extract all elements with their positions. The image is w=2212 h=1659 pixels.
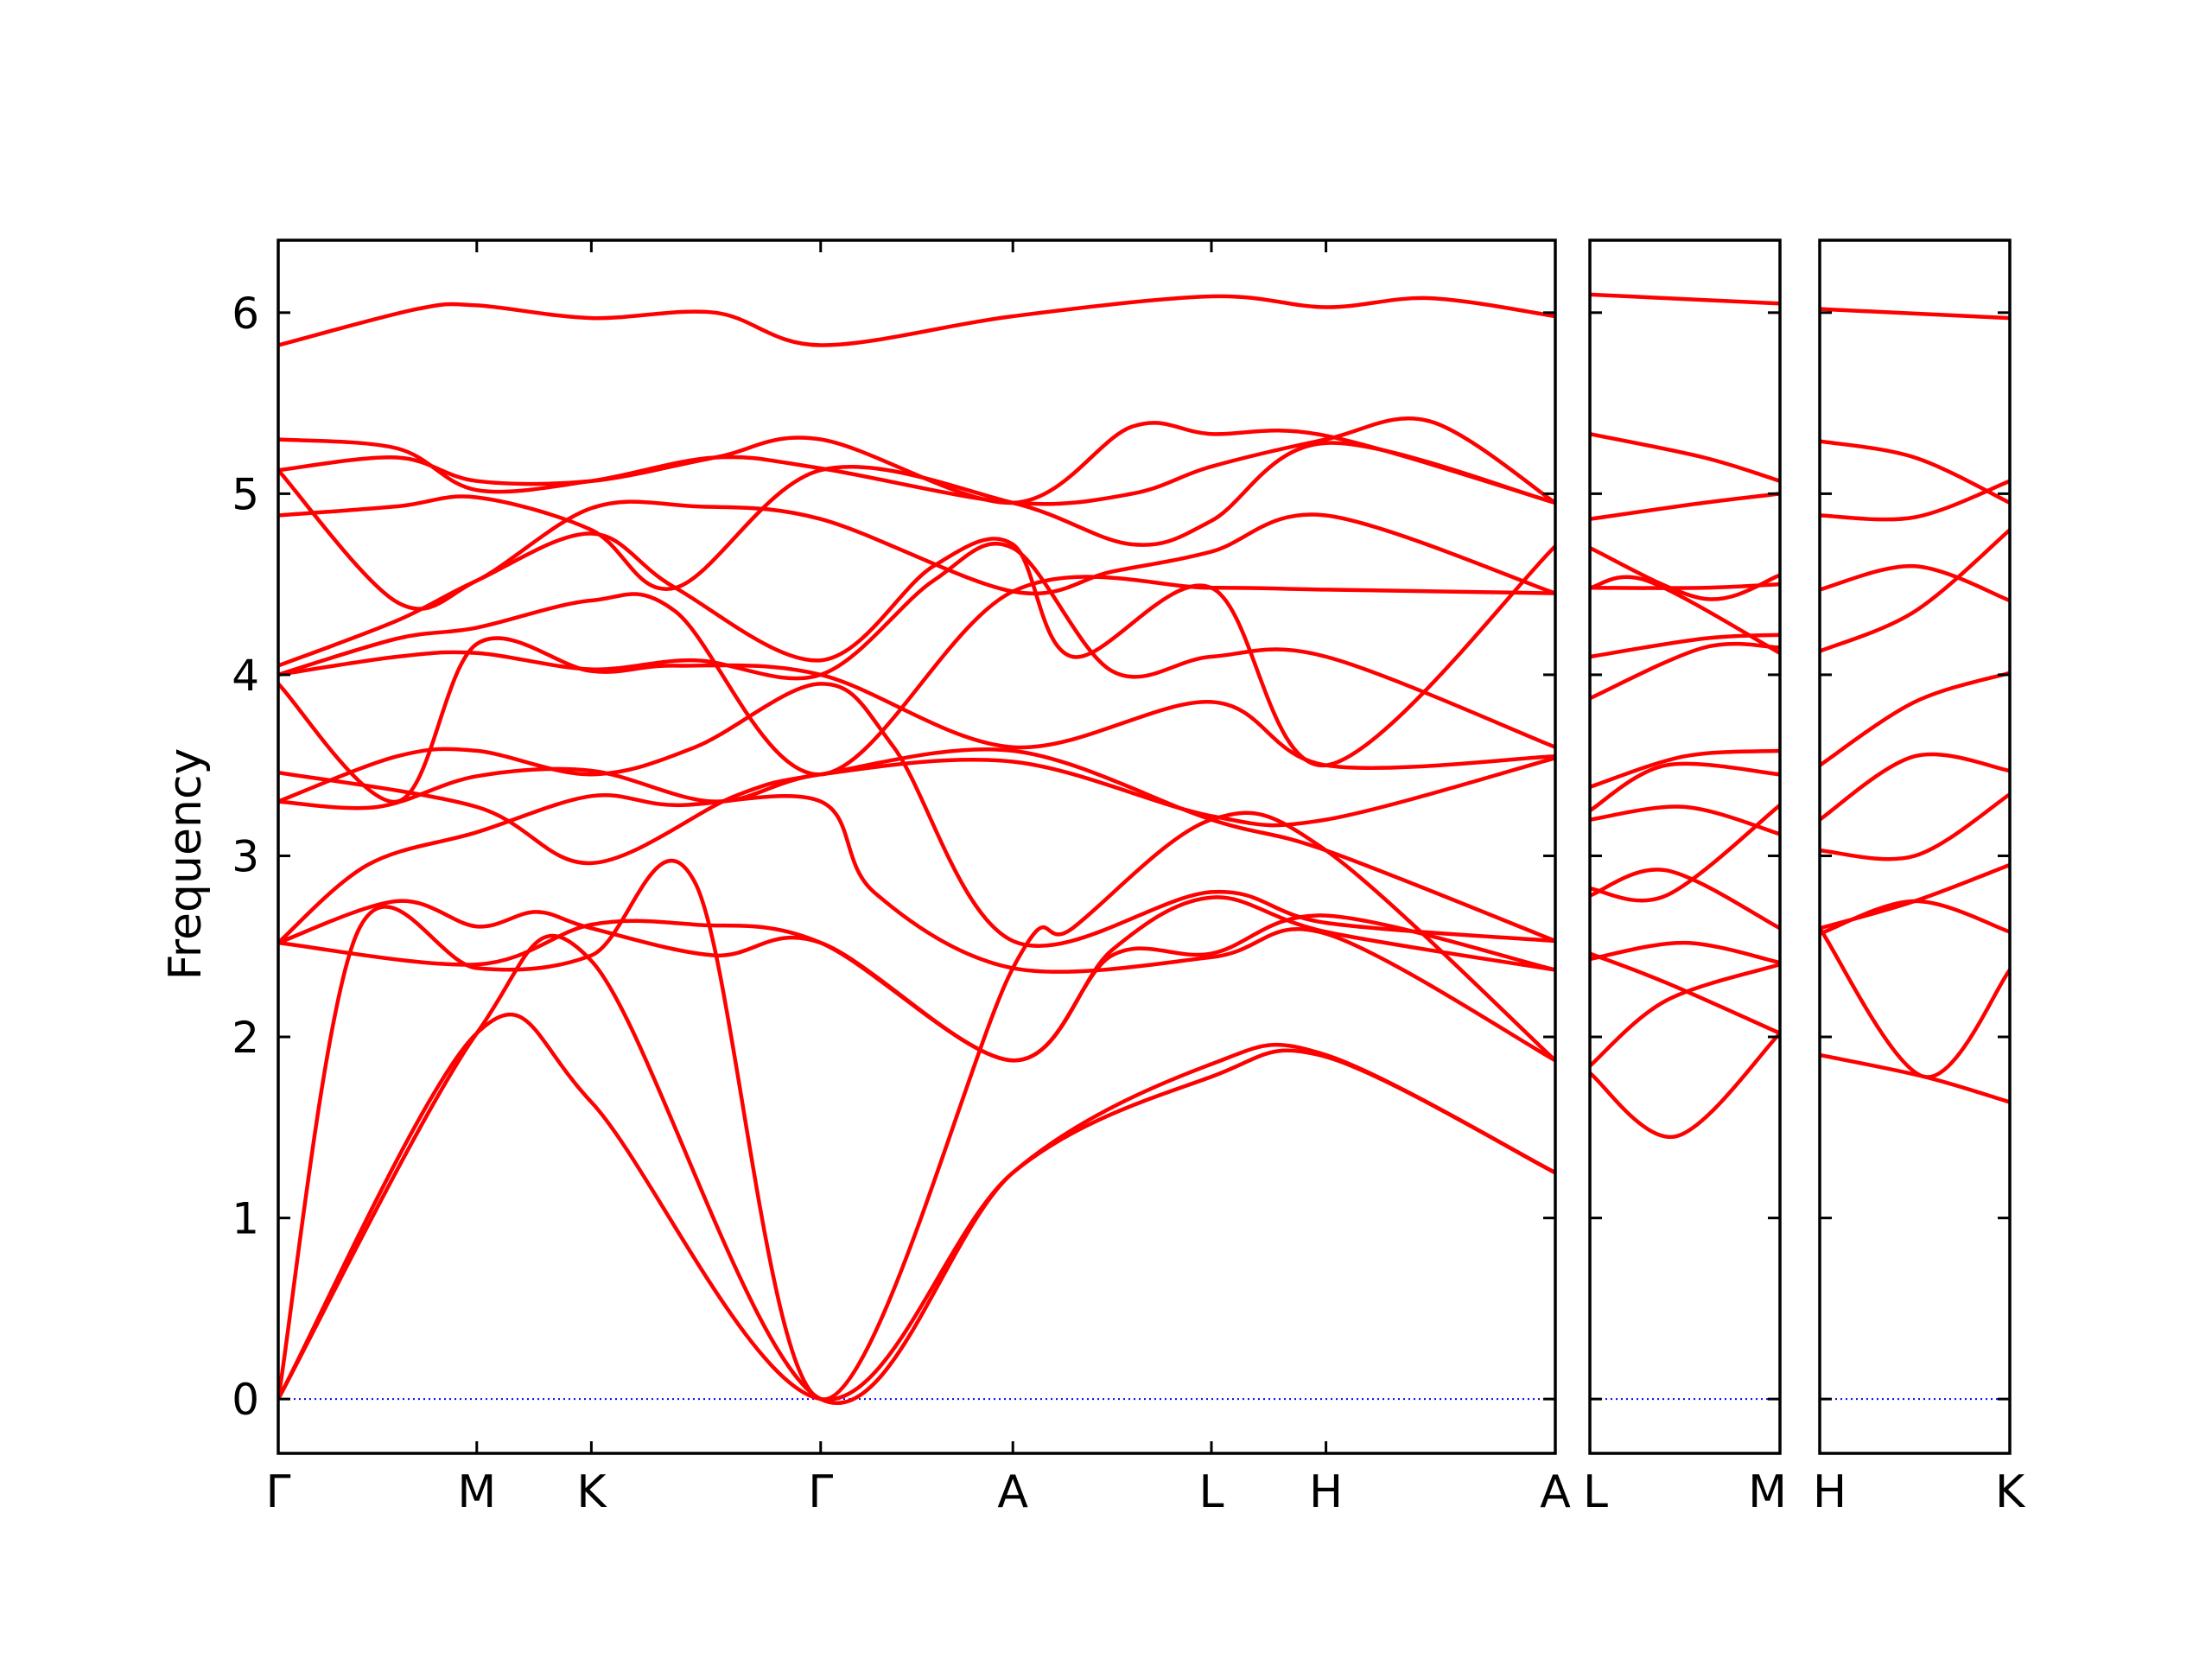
bands — [1820, 307, 2010, 1104]
y-axis-label: Frequency — [160, 748, 212, 981]
band-2 — [1590, 963, 1780, 1068]
x-tick-label: H — [1813, 1466, 1847, 1518]
band-4 — [1820, 862, 2010, 931]
x-tick-label: L — [1199, 1466, 1224, 1518]
panel-frame — [276, 238, 1557, 1455]
band-1 — [1820, 1052, 2010, 1104]
band-15 — [1590, 492, 1780, 521]
y-tick-label: 5 — [232, 469, 259, 519]
x-tick-label: K — [576, 1466, 607, 1518]
y-tick-label: 2 — [232, 1013, 259, 1063]
bands — [1590, 292, 1780, 1139]
band-6 — [1590, 804, 1780, 903]
x-tick-label: K — [1995, 1466, 2026, 1518]
x-tick-label: M — [1748, 1466, 1787, 1518]
band-5 — [1590, 868, 1780, 931]
panel-frame — [1588, 238, 1782, 1455]
band-2 — [278, 933, 1555, 1405]
band-2 — [1820, 927, 2010, 1079]
x-tick-label: A — [1540, 1466, 1571, 1518]
band-5 — [1820, 792, 2010, 861]
band-13 — [1590, 575, 1780, 655]
x-tick-label: M — [457, 1466, 496, 1518]
band-7 — [1590, 804, 1780, 836]
panel-1: 0 1 2 3 4 5 6 Γ M K Γ A L H A — [232, 238, 1571, 1518]
band-1 — [1590, 1032, 1780, 1139]
band-17 — [278, 416, 1555, 506]
band-17 — [1590, 292, 1780, 306]
band-4 — [1590, 951, 1780, 1035]
panel-frame — [1818, 238, 2012, 1455]
band-11 — [1590, 632, 1780, 659]
band-12 — [1820, 307, 2010, 321]
band-14 — [1590, 546, 1780, 601]
band-11 — [278, 541, 1555, 749]
band-14 — [278, 468, 1555, 611]
band-3 — [1820, 899, 2010, 936]
band-6 — [278, 792, 1555, 1063]
band-10 — [1590, 641, 1780, 701]
band-9 — [278, 682, 1555, 948]
band-9 — [1590, 748, 1780, 789]
y-tick-label: 6 — [232, 289, 259, 339]
bands — [278, 294, 1555, 1405]
band-8 — [1820, 528, 2010, 653]
band-11 — [1820, 439, 2010, 505]
x-tick-label: H — [1309, 1466, 1343, 1518]
band-18 — [278, 294, 1555, 347]
band-9 — [1820, 563, 2010, 603]
y-tick-label: 4 — [232, 651, 259, 701]
band-7 — [1820, 671, 2010, 767]
band-15 — [278, 441, 1555, 591]
band-8 — [1590, 761, 1780, 813]
x-tick-label: L — [1583, 1466, 1608, 1518]
band-16 — [1590, 431, 1780, 483]
band-16 — [278, 421, 1555, 505]
x-tick-label: A — [997, 1466, 1028, 1518]
x-tick-label: Γ — [808, 1466, 833, 1518]
y-tick-label: 3 — [232, 831, 259, 881]
y-tick-label: 0 — [232, 1375, 259, 1425]
x-tick-label: Γ — [266, 1466, 291, 1518]
band-6 — [1820, 752, 2010, 822]
band-8 — [278, 747, 1555, 944]
y-tick-label: 1 — [232, 1194, 259, 1244]
band-12 — [278, 575, 1555, 777]
band-3 — [1590, 940, 1780, 965]
band-5 — [278, 895, 1555, 1063]
band-10 — [278, 636, 1555, 804]
